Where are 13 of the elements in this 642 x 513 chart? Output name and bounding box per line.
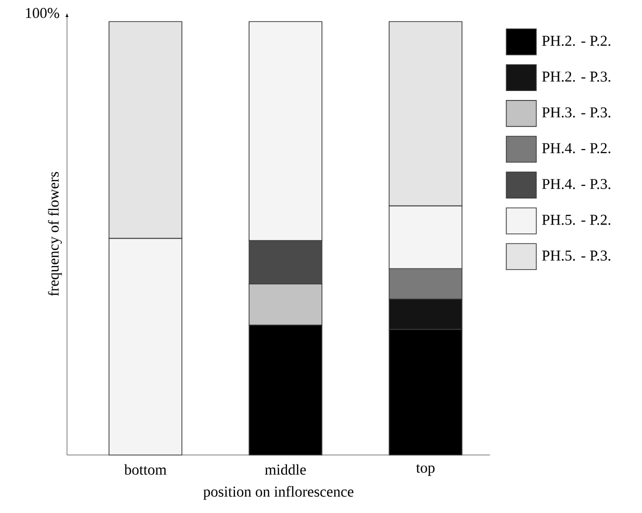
text: 100%: [26, 8, 60, 18]
y-axis-title: frequency of flowers: [48, 172, 62, 296]
legend-label: PH.3. - P.3.: [542, 107, 610, 118]
legend-label: PH.2. - P.3.: [542, 72, 610, 82]
legend-label: PH.5. - P.2.: [542, 214, 610, 225]
x-tick-label: top: [416, 464, 435, 476]
legend-label: PH.2. - P.2.: [542, 36, 610, 46]
x-axis-title: position on inflorescence: [203, 486, 354, 500]
legend-label: PH.4. - P.2.: [542, 143, 610, 154]
x-tick-label: middle: [264, 464, 306, 475]
x-tick-label: bottom: [124, 464, 166, 475]
legend-label: PH.5. - P.3.: [542, 250, 610, 261]
legend-label: PH.4. - P.3.: [542, 178, 610, 190]
